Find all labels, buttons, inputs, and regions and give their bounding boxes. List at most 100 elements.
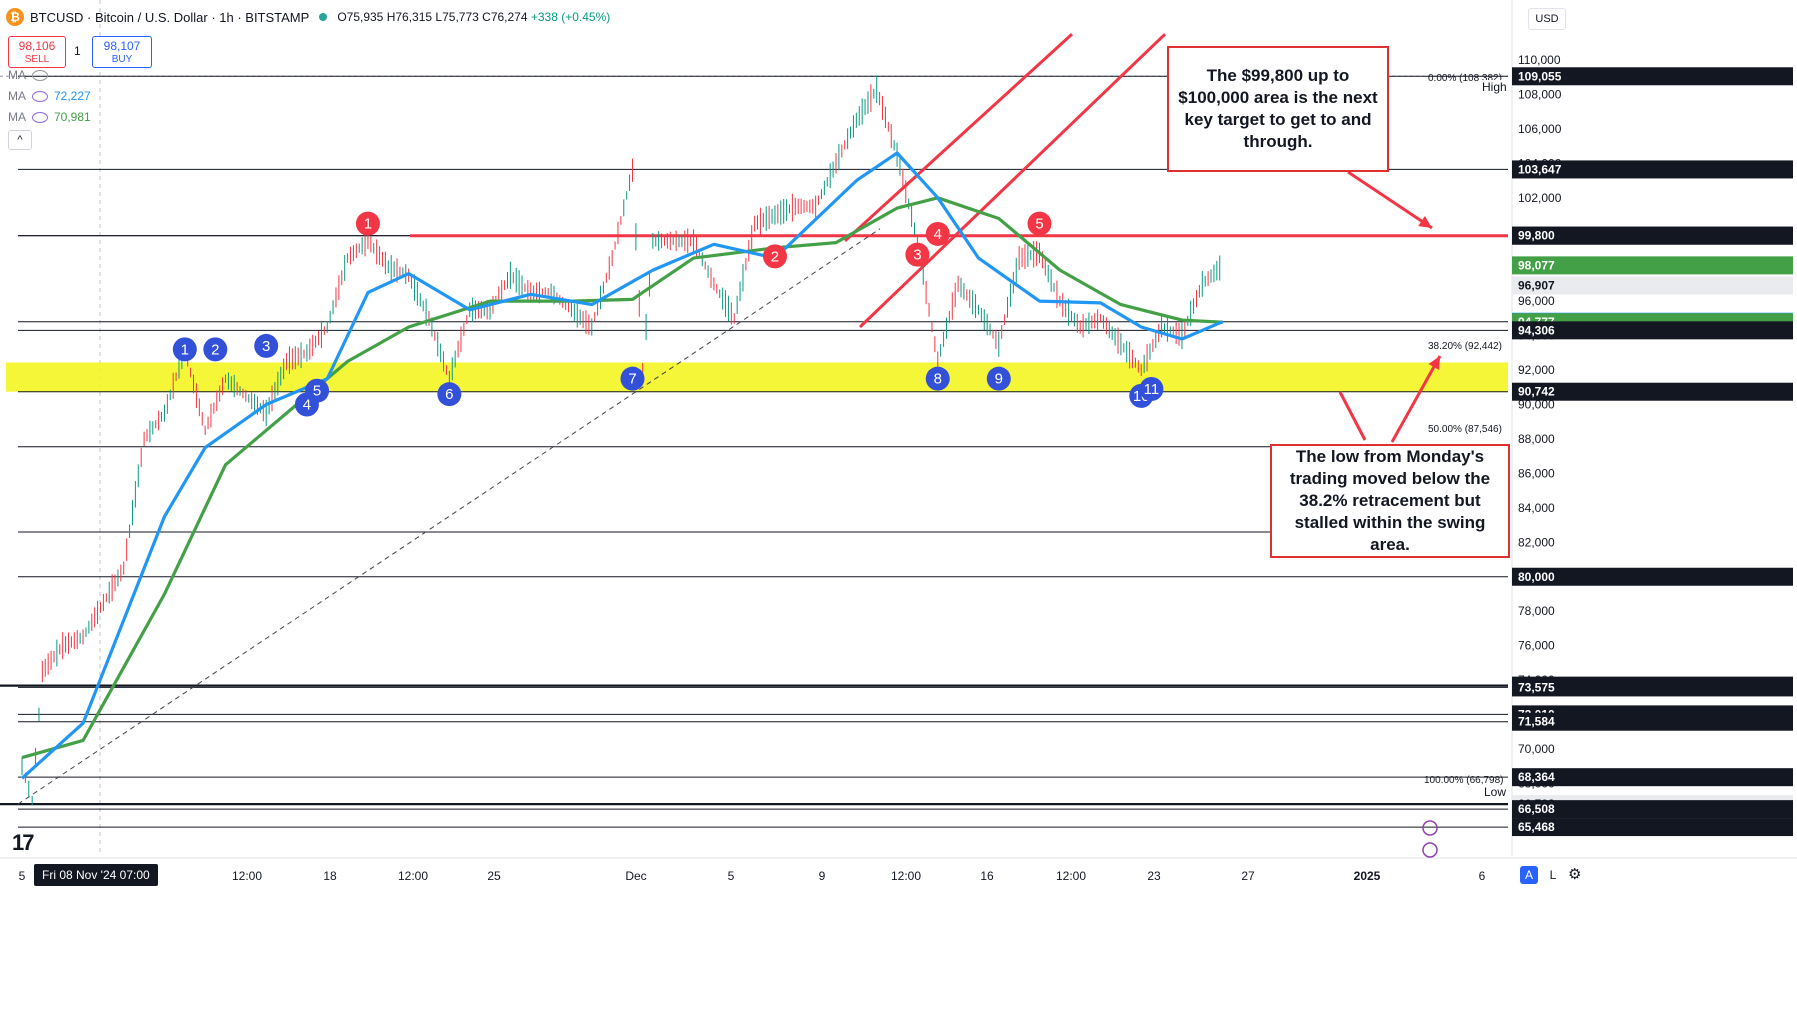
collapse-legend-button[interactable]: ^ [8, 130, 32, 150]
red-swing-marker-text: 1 [364, 216, 372, 233]
arrow-to-target-head [1418, 215, 1432, 228]
sell-label: SELL [24, 54, 50, 65]
ma2-value: 70,981 [54, 110, 91, 124]
blue-swing-marker [986, 366, 1011, 391]
annotation-target-box: The $99,800 up to $100,000 area is the n… [1167, 46, 1389, 172]
blue-swing-marker [254, 333, 279, 358]
y-tick-label: 110,000 [1518, 53, 1561, 67]
ma-fast-line [20, 151, 1224, 780]
price-tag [1512, 160, 1793, 179]
auto-scale-button[interactable]: A [1520, 866, 1538, 884]
order-quantity[interactable]: 1 [74, 44, 81, 58]
swing-zone-highlight [6, 362, 1508, 392]
price-tag-text: 71,584 [1518, 715, 1555, 729]
x-tick-label: 16 [980, 869, 994, 883]
ma1-value: 72,227 [54, 89, 91, 103]
price-tag-text: 96,907 [1518, 279, 1555, 293]
x-tick-label: 9 [819, 869, 826, 883]
y-tick-label: 86,000 [1518, 466, 1555, 480]
red-swing-marker-text: 4 [934, 226, 942, 243]
red-swing-marker [762, 244, 787, 269]
buy-label: BUY [111, 54, 133, 65]
red-swing-marker-text: 3 [913, 247, 921, 264]
arrow-to-fib382-head [1428, 356, 1440, 370]
tradingview-logo-icon: 17 [12, 830, 35, 855]
blue-swing-marker-text: 6 [445, 386, 453, 403]
ohlc-readout: O75,935 H76,315 L75,773 C76,274 +338 (+0… [337, 10, 616, 24]
red-swing-marker-text: 5 [1035, 216, 1043, 233]
market-status-icon [319, 13, 328, 21]
y-tick-label: 88,000 [1518, 432, 1555, 446]
ma-indicator-slow[interactable]: MA 70,981 [8, 110, 91, 124]
ohlc-open: O75,935 [337, 10, 384, 24]
arrow-to-low [1338, 391, 1367, 441]
x-tick-label: 12:00 [891, 869, 921, 883]
currency-selector[interactable]: USD [1528, 8, 1566, 30]
y-tick-label: 76,000 [1518, 639, 1555, 653]
price-tag-text: 68,364 [1518, 770, 1555, 784]
price-tag [1512, 800, 1793, 819]
sell-button[interactable]: 98,106 SELL [8, 36, 66, 68]
red-swing-marker [355, 211, 380, 236]
blue-swing-marker-text: 4 [303, 397, 311, 414]
ohlc-high: H76,315 [386, 10, 433, 24]
blue-swing-marker-text: 3 [262, 338, 270, 355]
fib-50-label: 50.00% (87,546) [1428, 424, 1502, 435]
blue-swing-marker-text: 2 [211, 341, 219, 358]
buy-button[interactable]: 98,107 BUY [92, 36, 152, 68]
price-tag-text: 94,306 [1518, 323, 1555, 337]
arrow-to-fib382 [1390, 355, 1442, 443]
price-tag [1512, 768, 1793, 787]
blue-swing-marker [1139, 376, 1164, 401]
crosshair-date-badge: Fri 08 Nov '24 07:00 [34, 864, 158, 886]
x-tick-label: 5 [728, 869, 735, 883]
blue-swing-marker [620, 366, 645, 391]
blue-swing-marker-text: 1 [181, 341, 189, 358]
x-tick-label: 12:00 [398, 869, 428, 883]
bitcoin-logo-icon: ₿ [6, 8, 24, 26]
symbol-title[interactable]: BTCUSD · Bitcoin / U.S. Dollar · 1h · BI… [30, 9, 310, 25]
y-tick-label: 78,000 [1518, 604, 1555, 618]
fib-0-label: 0.00% (108,382) [1428, 73, 1502, 84]
blue-swing-marker [305, 378, 330, 403]
price-tag-text: 90,742 [1518, 385, 1555, 399]
log-scale-button[interactable]: L [1549, 868, 1557, 882]
y-tick-label: 90,000 [1518, 398, 1555, 412]
blue-swing-marker [437, 382, 462, 407]
blue-swing-marker-text: 9 [995, 371, 1003, 388]
price-tag-text: 66,508 [1518, 802, 1555, 816]
price-tag [1512, 382, 1793, 401]
alert-icon [1422, 820, 1438, 836]
eye-hidden-icon[interactable] [32, 69, 48, 81]
channel-upper-line [843, 33, 1074, 242]
y-tick-label: 106,000 [1518, 122, 1562, 136]
trend-line-dashed [17, 228, 881, 805]
price-tag [1512, 567, 1793, 586]
x-tick-label: 12:00 [1056, 869, 1086, 883]
price-tag [1512, 256, 1793, 275]
symbol-header: ₿ BTCUSD · Bitcoin / U.S. Dollar · 1h · … [6, 4, 616, 30]
price-tag-text: 99,800 [1518, 229, 1555, 243]
ma-indicator-hidden[interactable]: MA [8, 68, 48, 82]
price-tag [1512, 818, 1793, 837]
blue-swing-marker [925, 366, 950, 391]
gear-icon[interactable]: ⚙ [1568, 866, 1582, 883]
y-tick-label: 102,000 [1518, 191, 1562, 205]
x-tick-label: 23 [1147, 869, 1161, 883]
ma1-label: MA [8, 89, 26, 103]
price-tag-text: 103,647 [1518, 162, 1562, 176]
x-tick-label: 12:00 [232, 869, 262, 883]
ma-indicator-fast[interactable]: MA 72,227 [8, 89, 91, 103]
fib-382-label: 38.20% (92,442) [1428, 341, 1502, 352]
blue-swing-marker-text: 11 [1144, 381, 1160, 398]
y-tick-label: 108,000 [1518, 87, 1562, 101]
red-swing-marker [905, 242, 930, 267]
price-tag-text: 73,575 [1518, 680, 1555, 694]
ohlc-change: +338 (+0.45%) [530, 10, 611, 24]
price-tag-text: 98,077 [1518, 258, 1555, 272]
x-tick-label: 27 [1241, 869, 1255, 883]
y-tick-label: 92,000 [1518, 363, 1555, 377]
price-tag [1512, 678, 1793, 697]
ohlc-low: L75,773 [435, 10, 479, 24]
